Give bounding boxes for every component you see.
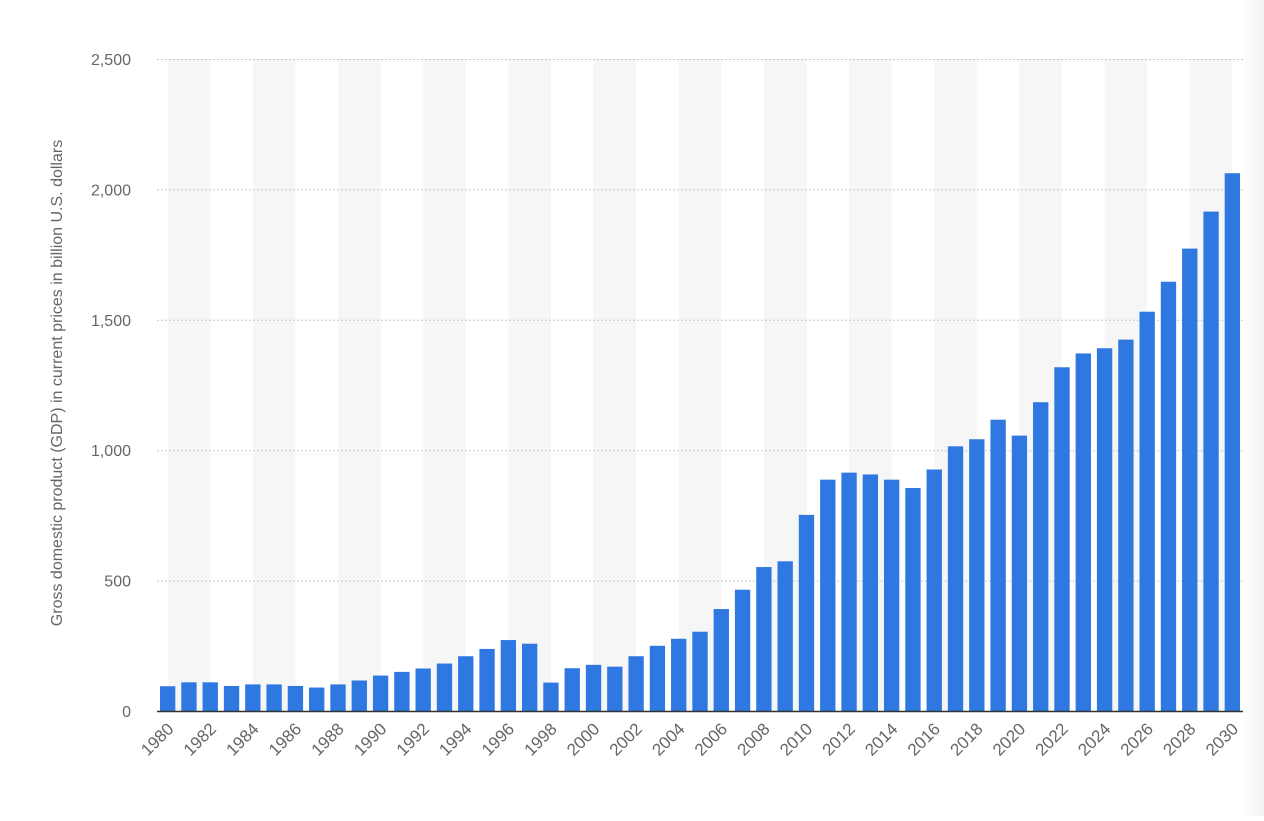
x-tick-label: 2004 bbox=[648, 719, 688, 759]
bar-1988 bbox=[330, 684, 346, 711]
bar-2027 bbox=[1160, 281, 1177, 711]
x-tick-label: 2008 bbox=[734, 719, 774, 759]
x-tick-label: 1980 bbox=[137, 719, 177, 759]
bar-2010 bbox=[798, 514, 815, 711]
bar-1998 bbox=[543, 682, 559, 711]
bar-1981 bbox=[181, 682, 197, 711]
bar-1999 bbox=[564, 668, 580, 711]
bar-2009 bbox=[777, 561, 793, 711]
y-axis-tick-labels: 0 500 1,000 1,500 2,000 2,500 bbox=[91, 52, 131, 721]
bar-1991 bbox=[394, 671, 410, 711]
x-tick-label: 1996 bbox=[478, 719, 518, 759]
bar-2007 bbox=[734, 589, 751, 711]
alternating-bands bbox=[167, 59, 1233, 711]
bar-2020 bbox=[1011, 435, 1028, 711]
bar-2008 bbox=[756, 567, 772, 711]
bar-1980 bbox=[159, 686, 176, 711]
bar-series bbox=[159, 173, 1241, 711]
bar-2025 bbox=[1118, 339, 1134, 711]
bar-1995 bbox=[479, 648, 495, 711]
bar-2028 bbox=[1182, 248, 1198, 711]
bar-1986 bbox=[287, 685, 304, 711]
x-tick-label: 2002 bbox=[606, 719, 646, 759]
bar-1985 bbox=[266, 684, 282, 711]
background-band bbox=[678, 59, 722, 711]
x-tick-label: 2018 bbox=[946, 719, 986, 759]
bar-1997 bbox=[521, 643, 538, 711]
bar-1996 bbox=[500, 640, 517, 711]
x-tick-label: 2016 bbox=[904, 719, 944, 759]
bar-2029 bbox=[1203, 211, 1219, 711]
x-tick-label: 1982 bbox=[180, 719, 220, 759]
x-tick-label: 2022 bbox=[1032, 719, 1072, 759]
bar-2002 bbox=[628, 656, 644, 711]
bar-2030 bbox=[1224, 173, 1241, 711]
y-tick-label: 2,000 bbox=[91, 182, 131, 199]
x-axis-tick-labels: 1980 1982 1984 1986 1988 1990 1992 1994 1996 1998… bbox=[137, 719, 1242, 759]
bar-2011 bbox=[820, 479, 836, 711]
x-tick-label: 1998 bbox=[521, 719, 561, 759]
x-tick-label: 1990 bbox=[350, 719, 390, 759]
x-tick-label: 2012 bbox=[819, 719, 859, 759]
background-band bbox=[252, 59, 296, 711]
x-tick-label: 2000 bbox=[563, 719, 603, 759]
bar-2021 bbox=[1033, 402, 1049, 711]
x-tick-label: 1986 bbox=[265, 719, 305, 759]
bar-2005 bbox=[692, 631, 708, 711]
bar-2024 bbox=[1096, 348, 1113, 711]
x-tick-label: 2024 bbox=[1074, 719, 1114, 759]
bar-2022 bbox=[1054, 367, 1070, 711]
bar-2015 bbox=[905, 488, 921, 711]
bar-1987 bbox=[309, 687, 325, 711]
x-tick-label: 2030 bbox=[1202, 719, 1242, 759]
x-tick-label: 2006 bbox=[691, 719, 731, 759]
background-band bbox=[167, 59, 211, 711]
bar-1983 bbox=[223, 685, 240, 711]
x-tick-label: 2014 bbox=[861, 719, 901, 759]
bar-1990 bbox=[372, 675, 389, 711]
bar-2019 bbox=[990, 419, 1006, 711]
x-tick-label: 2028 bbox=[1159, 719, 1199, 759]
bar-2001 bbox=[607, 666, 623, 711]
x-tick-label: 1994 bbox=[435, 719, 475, 759]
bar-2012 bbox=[841, 472, 857, 711]
x-tick-label: 1984 bbox=[222, 719, 262, 759]
bar-1982 bbox=[202, 682, 218, 711]
bar-2014 bbox=[883, 479, 900, 711]
bar-2016 bbox=[926, 469, 942, 711]
bar-1994 bbox=[458, 656, 474, 711]
y-tick-label: 1,500 bbox=[91, 313, 131, 330]
x-tick-label: 2026 bbox=[1117, 719, 1157, 759]
background-band bbox=[593, 59, 637, 711]
bar-1989 bbox=[351, 680, 367, 711]
x-tick-label: 2020 bbox=[989, 719, 1029, 759]
bar-1992 bbox=[415, 668, 431, 711]
background-band bbox=[508, 59, 551, 711]
background-band bbox=[338, 59, 381, 711]
bar-2003 bbox=[649, 645, 666, 711]
y-tick-label: 2,500 bbox=[91, 52, 131, 69]
bar-2018 bbox=[969, 439, 985, 711]
background-band bbox=[423, 59, 466, 711]
x-tick-label: 1988 bbox=[308, 719, 348, 759]
bar-2013 bbox=[862, 474, 879, 711]
y-tick-label: 500 bbox=[104, 574, 131, 591]
y-axis-title: Gross domestic product (GDP) in current … bbox=[49, 140, 66, 626]
bar-2006 bbox=[713, 609, 729, 711]
bar-2004 bbox=[671, 638, 687, 711]
right-edge-fade bbox=[1242, 0, 1264, 816]
bar-1984 bbox=[245, 684, 261, 711]
bar-2000 bbox=[585, 664, 602, 711]
x-tick-label: 2010 bbox=[776, 719, 816, 759]
bar-2026 bbox=[1139, 311, 1155, 711]
y-tick-label: 0 bbox=[122, 704, 131, 721]
y-tick-label: 1,000 bbox=[91, 443, 131, 460]
x-tick-label: 1992 bbox=[393, 719, 433, 759]
bar-2023 bbox=[1075, 353, 1091, 711]
bar-1993 bbox=[436, 663, 453, 711]
bar-2017 bbox=[947, 446, 964, 711]
